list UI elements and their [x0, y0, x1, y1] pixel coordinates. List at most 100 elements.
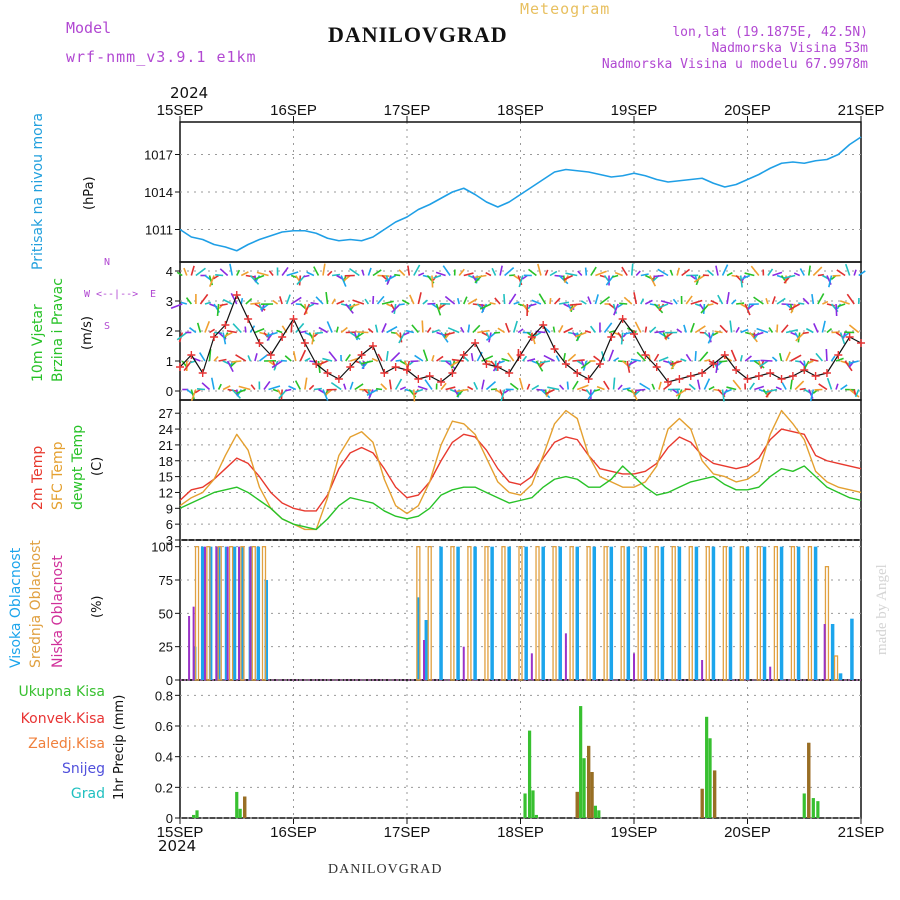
wind-arrow [694, 325, 706, 334]
wind-arrow [431, 355, 435, 362]
wind-arrow [708, 332, 712, 343]
x-tick-label-top: 15SEP [157, 102, 204, 119]
wind-gust-marker [323, 369, 332, 377]
wind-arrow [349, 267, 360, 277]
wind-arrow [198, 352, 206, 362]
wind-arrow [299, 349, 307, 362]
wind-arrow [315, 296, 324, 305]
wind-arrow [559, 384, 565, 391]
temp-dewpt-line [179, 465, 862, 531]
cloud-bar-mid [251, 546, 256, 681]
wind-arrow [840, 384, 848, 391]
wind-arrow [622, 387, 631, 391]
wind-gust-marker [573, 369, 582, 377]
wind-arrow [683, 324, 687, 333]
x-tick-label-bottom: 16SEP [270, 824, 317, 841]
wind-arrow [504, 322, 510, 333]
cloud-bar-mid [807, 546, 813, 681]
wind-arrow [226, 360, 234, 373]
wind-arrow [577, 270, 583, 277]
wind-arrow [846, 293, 855, 305]
wind-arrow [494, 297, 501, 305]
wind-arrow [658, 356, 669, 362]
wind-arrow [696, 379, 701, 390]
wind-gust-marker [652, 363, 661, 371]
wind-arrow [818, 383, 828, 391]
wind-gust-marker [630, 330, 638, 338]
wind-arrow [640, 298, 645, 305]
wind-arrow [653, 274, 664, 278]
wind-arrow [501, 357, 510, 362]
wind-arrow [558, 325, 564, 333]
cloud-bar-high [193, 646, 197, 680]
x-tick-label-top: 20SEP [724, 102, 771, 119]
wind-arrow [405, 329, 414, 334]
wind-arrow [440, 382, 447, 391]
cloud-bar-mid [654, 546, 659, 681]
wind-arrow [413, 389, 416, 402]
y-tick-label: 24 [159, 422, 173, 437]
wind-arrow [256, 271, 269, 277]
precip-legend-snow: Snijeg [61, 761, 105, 777]
wind-arrow [669, 269, 674, 276]
wind-arrow [189, 327, 197, 334]
wind-arrow [628, 360, 637, 366]
cloud-bar-mid [603, 546, 608, 681]
wind-arrow [685, 295, 693, 305]
wind-arrow [372, 269, 382, 277]
wind-arrow [563, 274, 574, 281]
wind-arrow [744, 355, 752, 362]
wind-arrow [292, 351, 297, 362]
y-tick-label: 0.8 [155, 688, 173, 703]
cloud-bar-high [850, 618, 854, 680]
cloud-bar-high [439, 546, 443, 680]
wind-arrow [813, 323, 819, 333]
wind-arrow [322, 357, 333, 362]
compass-n: N [104, 257, 111, 268]
wind-arrow [244, 326, 247, 333]
wind-arrow [653, 353, 660, 362]
wind-arrow [306, 271, 315, 277]
wind-arrow [812, 266, 823, 277]
wind-arrow [767, 268, 774, 276]
precip-bar-total [235, 791, 239, 818]
wind-arrow [590, 266, 597, 276]
wind-arrow [467, 298, 478, 305]
cloud-bar-high [677, 546, 682, 680]
wind-arrow [322, 263, 326, 276]
wind-arrow [288, 385, 297, 391]
wind-arrow [603, 322, 613, 333]
wind-gust-marker [857, 339, 865, 347]
wind-arrow [567, 353, 577, 362]
wind-arrow [216, 303, 220, 317]
cloud-bar-mid [261, 546, 267, 681]
wind-arrow [363, 388, 369, 394]
wind-arrow [853, 389, 857, 396]
precip-bar-overlap [575, 791, 579, 818]
wind-arrow [574, 331, 587, 338]
wind-arrow [328, 351, 338, 362]
wind-gust-marker [607, 333, 616, 341]
wind-gust-marker [732, 366, 741, 374]
cloud-bar-mid [790, 546, 796, 681]
cloud-bar-high [524, 546, 528, 680]
cloud-bar-low [701, 660, 704, 680]
cloud-bar-high [240, 546, 245, 680]
wind-arrow [442, 265, 451, 276]
wind-arrow [194, 388, 201, 394]
wind-arrow [331, 298, 336, 305]
wind-arrow [215, 274, 224, 277]
cloud-bar-high [490, 546, 494, 680]
wind-arrow [300, 330, 307, 334]
wind-gust-marker [664, 378, 673, 386]
wind-arrow [245, 297, 253, 305]
wind-arrow [507, 352, 515, 362]
wind-arrow [635, 388, 646, 392]
wind-arrow [381, 300, 394, 305]
wind-arrow [660, 300, 673, 305]
wind-arrow [719, 324, 728, 334]
wind-arrow [775, 386, 782, 391]
cloud-bar-mid [722, 546, 727, 681]
x-tick-label-bottom: 18SEP [497, 824, 544, 841]
wind-arrow [403, 331, 410, 336]
